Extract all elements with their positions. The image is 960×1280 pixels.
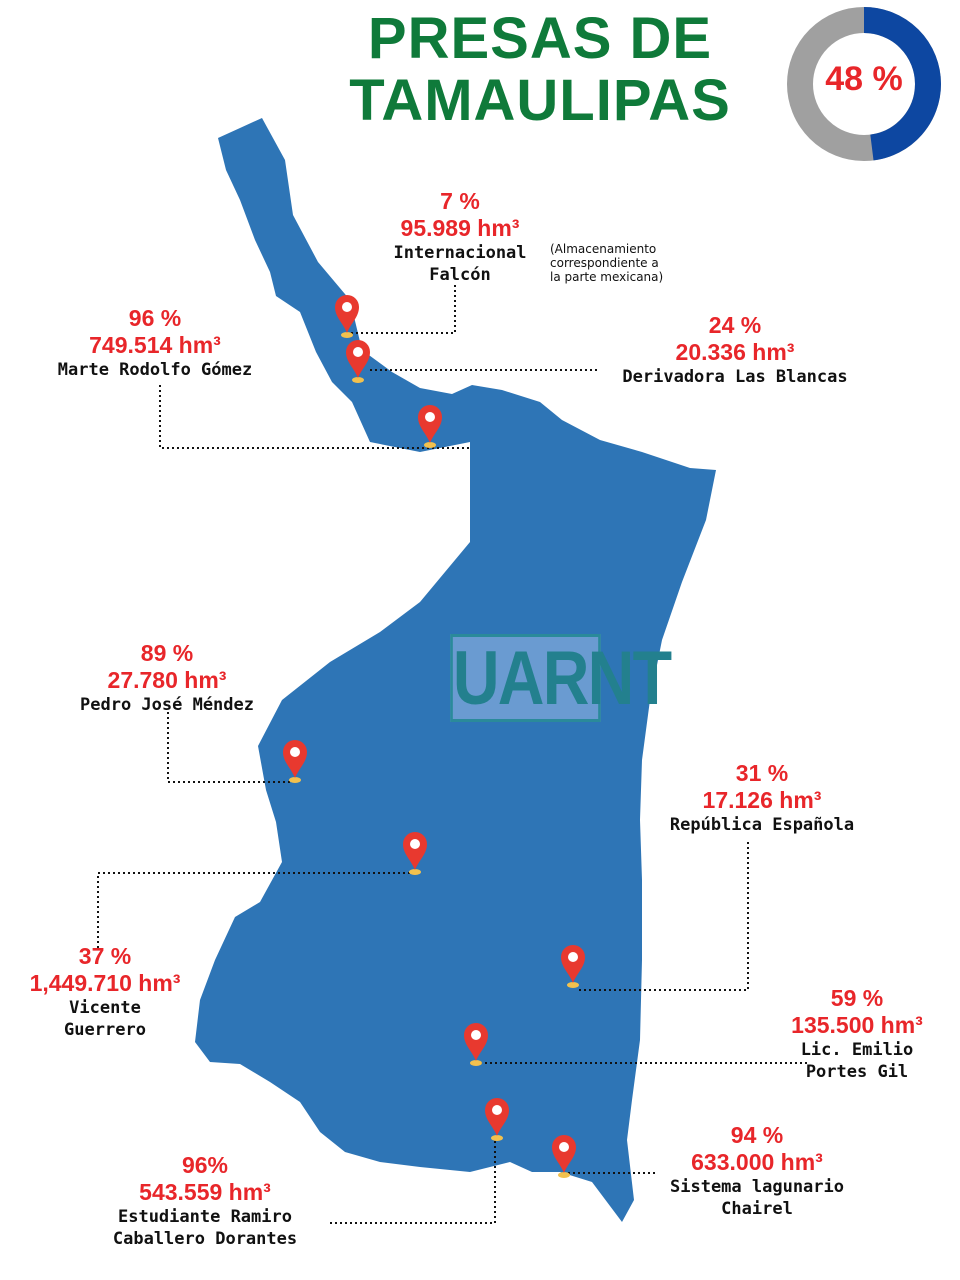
dam-label: 94 % 633.000 hm³ Sistema lagunario Chairel bbox=[670, 1122, 844, 1220]
dam-name: Derivadora Las Blancas bbox=[622, 367, 848, 387]
dam-name: Portes Gil bbox=[805, 1062, 909, 1082]
dam-volume: 27.780 hm³ bbox=[107, 667, 227, 693]
leader-lines bbox=[97, 285, 810, 1224]
dam-name: Internacional bbox=[393, 243, 527, 263]
dam-volume: 17.126 hm³ bbox=[702, 787, 822, 813]
dam-name: Guerrero bbox=[64, 1020, 146, 1040]
map-pin-icon[interactable] bbox=[561, 945, 585, 988]
dam-name: Chairel bbox=[721, 1199, 793, 1219]
map-pin-icon[interactable] bbox=[485, 1098, 509, 1141]
overall-storage-donut bbox=[787, 7, 941, 161]
dam-percent: 59 % bbox=[830, 985, 884, 1011]
dam-percent: 24 % bbox=[708, 312, 762, 338]
dam-volume: 135.500 hm³ bbox=[791, 1012, 923, 1038]
dam-volume: 633.000 hm³ bbox=[691, 1149, 823, 1175]
dam-percent: 37 % bbox=[78, 943, 132, 969]
dam-volume: 1,449.710 hm³ bbox=[29, 970, 181, 996]
dam-name: Pedro José Méndez bbox=[80, 695, 254, 715]
dam-label: 37 % 1,449.710 hm³ Vicente Guerrero bbox=[30, 943, 181, 1041]
map-pin-icon[interactable] bbox=[464, 1023, 488, 1066]
map-pin-icon[interactable] bbox=[283, 740, 307, 783]
dam-percent: 96% bbox=[181, 1152, 229, 1178]
uarnt-logo: UARNT bbox=[450, 634, 672, 722]
map-pin-icon[interactable] bbox=[403, 832, 427, 875]
donut-fill bbox=[787, 7, 941, 161]
dam-percent: 7 % bbox=[440, 188, 480, 214]
map-pin-icon[interactable] bbox=[335, 295, 359, 338]
dam-label: 7 % 95.989 hm³ Internacional Falcón bbox=[393, 188, 526, 286]
dam-label: 96 % 749.514 hm³ Marte Rodolfo Gómez bbox=[58, 305, 252, 381]
dam-volume: 543.559 hm³ bbox=[139, 1179, 271, 1205]
dam-label: 31 % 17.126 hm³ República Española bbox=[670, 760, 854, 836]
dam-label: 24 % 20.336 hm³ Derivadora Las Blancas bbox=[622, 312, 847, 388]
dam-volume: 749.514 hm³ bbox=[89, 332, 221, 358]
dam-name: República Española bbox=[669, 815, 855, 835]
dam-percent: 96 % bbox=[128, 305, 182, 331]
dam-name: Falcón bbox=[429, 265, 491, 285]
dam-label: 59 % 135.500 hm³ Lic. Emilio Portes Gil bbox=[791, 985, 923, 1083]
title-line-1: PRESAS DE bbox=[367, 6, 713, 71]
overall-percent: 48 % bbox=[825, 60, 903, 98]
dam-volume: 95.989 hm³ bbox=[400, 215, 520, 241]
map-pin-icon[interactable] bbox=[346, 340, 370, 383]
dam-name: Sistema lagunario bbox=[670, 1177, 844, 1197]
page-title: PRESAS DE TAMAULIPAS bbox=[320, 8, 760, 132]
map-pin-icon[interactable] bbox=[418, 405, 442, 448]
dam-name: Vicente bbox=[69, 998, 141, 1018]
dam-percent: 89 % bbox=[140, 640, 194, 666]
dam-name: Caballero Dorantes bbox=[112, 1229, 298, 1249]
title-line-2: TAMAULIPAS bbox=[349, 68, 731, 133]
dam-name: Estudiante Ramiro bbox=[117, 1207, 292, 1227]
dam-name: Marte Rodolfo Gómez bbox=[57, 360, 253, 380]
note-line: (Almacenamiento bbox=[550, 242, 657, 256]
map-pin-icon[interactable] bbox=[552, 1135, 576, 1178]
dam-percent: 31 % bbox=[735, 760, 789, 786]
falcon-note: (Almacenamiento correspondiente a la par… bbox=[550, 242, 663, 284]
dam-name: Lic. Emilio bbox=[800, 1040, 914, 1060]
dam-volume: 20.336 hm³ bbox=[675, 339, 795, 365]
note-line: correspondiente a bbox=[550, 256, 659, 270]
dam-label: 89 % 27.780 hm³ Pedro José Méndez bbox=[80, 640, 254, 716]
note-line: la parte mexicana) bbox=[550, 270, 664, 284]
dam-percent: 94 % bbox=[730, 1122, 784, 1148]
dam-label: 96% 543.559 hm³ Estudiante Ramiro Caballero… bbox=[113, 1152, 297, 1250]
